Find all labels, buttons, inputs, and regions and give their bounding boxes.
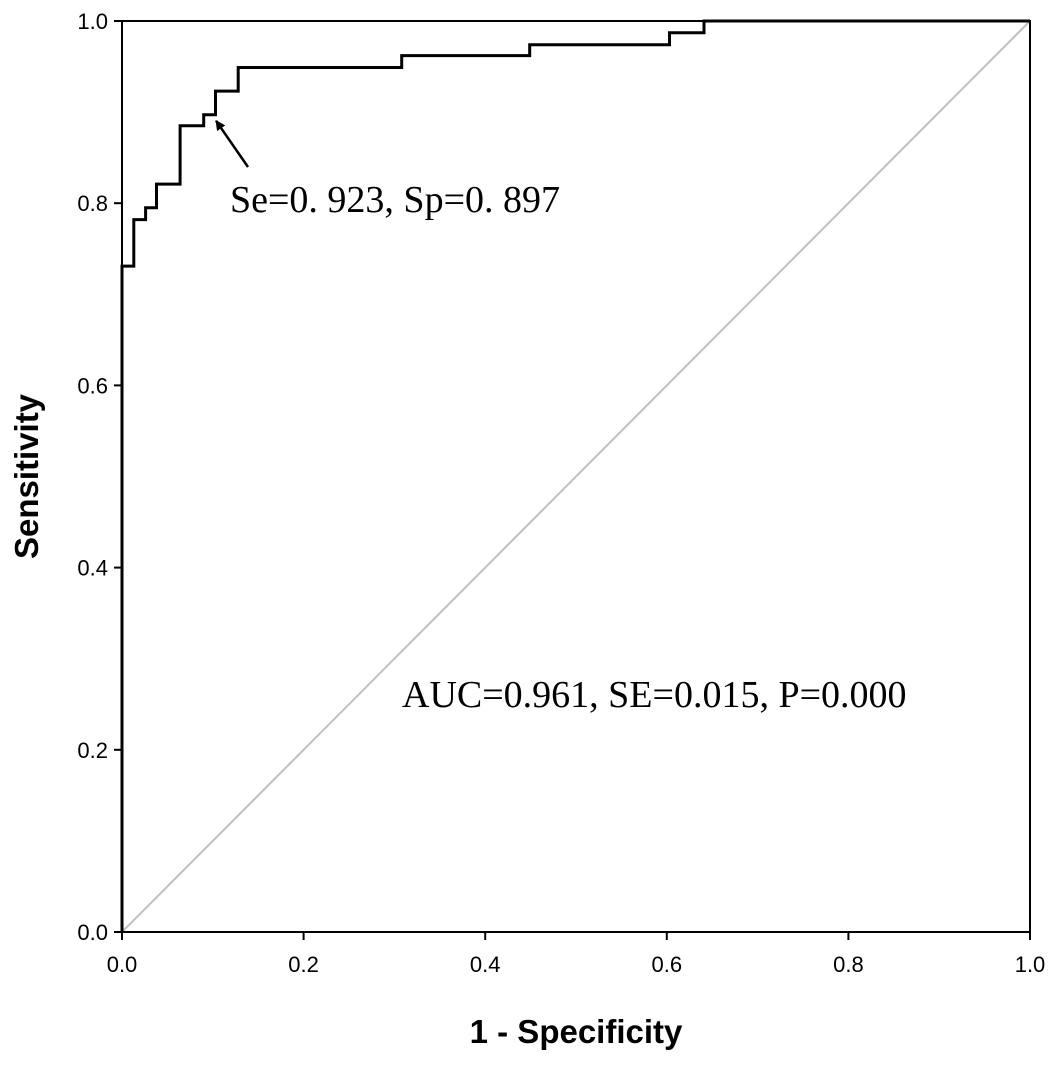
y-axis: 0.0 0.2 0.4 0.6 0.8 1.0 <box>77 9 122 945</box>
y-tick-label: 1.0 <box>77 9 108 34</box>
x-tick-label: 0.4 <box>470 952 501 977</box>
auc-annotation: AUC=0.961, SE=0.015, P=0.000 <box>402 674 907 716</box>
curve-layer <box>120 19 1030 932</box>
y-axis-title: Sensitivity <box>8 393 45 559</box>
reference-layer <box>121 20 1031 933</box>
x-axis-title: 1 - Specificity <box>470 1013 683 1050</box>
y-tick-label: 0.2 <box>77 738 108 763</box>
annotation-arrow <box>215 120 250 168</box>
x-tick-label: 1.0 <box>1015 952 1046 977</box>
y-tick-label: 0.6 <box>77 373 108 398</box>
x-tick-label: 0.6 <box>652 952 683 977</box>
y-tick-label: 0.0 <box>77 920 108 945</box>
y-tick-label: 0.8 <box>77 191 108 216</box>
reference-diagonal-line <box>121 20 1031 933</box>
x-tick-label: 0.0 <box>107 952 138 977</box>
x-tick-label: 0.2 <box>288 952 319 977</box>
optimal-cutoff-annotation: Se=0. 923, Sp=0. 897 <box>230 179 560 221</box>
plot-frame <box>121 20 1031 933</box>
y-tick-label: 0.4 <box>77 556 108 581</box>
x-axis: 0.0 0.2 0.4 0.6 0.8 1.0 <box>107 932 1046 977</box>
roc-curve-line <box>120 19 1030 932</box>
x-tick-label: 0.8 <box>833 952 864 977</box>
